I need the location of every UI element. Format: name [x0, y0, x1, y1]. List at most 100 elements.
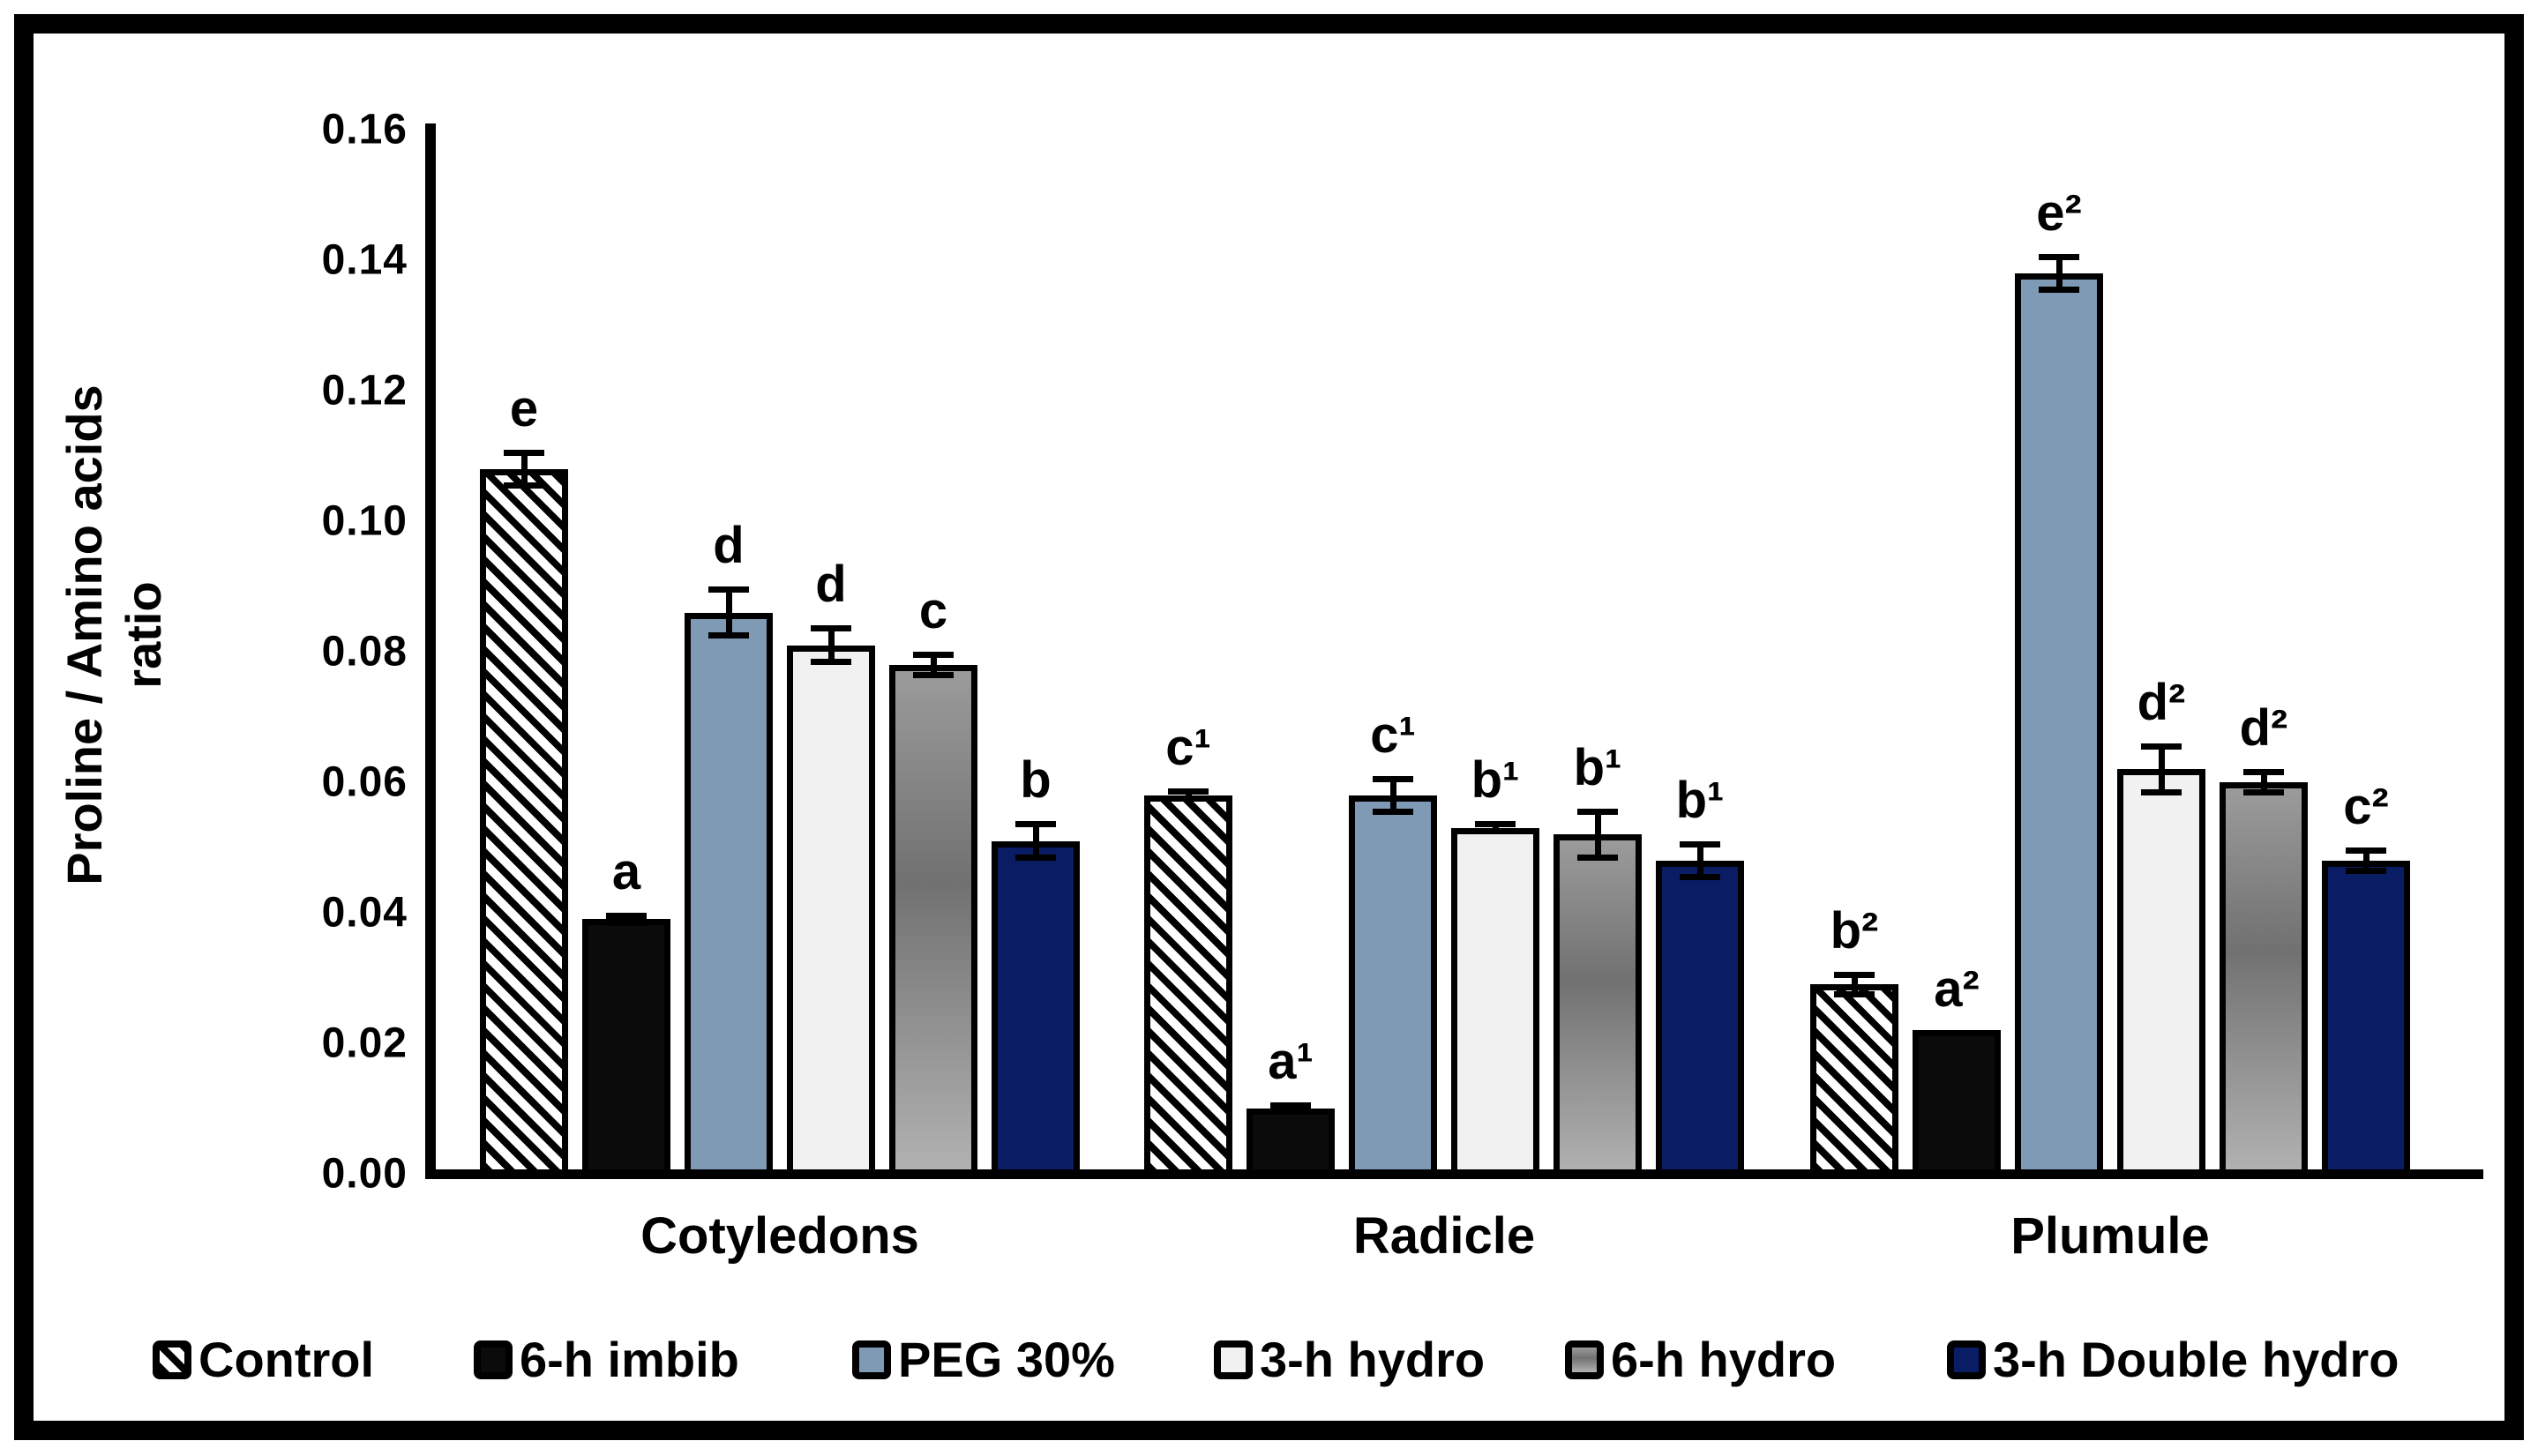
error-bar	[623, 913, 630, 926]
y-tick-label: 0.08	[321, 628, 408, 676]
significance-label: a¹	[1268, 1032, 1314, 1090]
error-bar-cap	[504, 449, 544, 456]
bar-6-h-imbib-plumule	[1913, 1030, 2001, 1179]
y-axis-title-line2: ratio	[116, 581, 172, 689]
error-bar-cap	[2346, 867, 2386, 874]
y-tick-label: 0.10	[321, 497, 408, 545]
significance-label: d	[713, 517, 745, 574]
error-bar	[1032, 821, 1039, 861]
significance-label: e²	[2036, 183, 2082, 242]
y-tick-label: 0.04	[321, 889, 408, 937]
error-bar-cap	[2243, 769, 2284, 776]
legend-swatch-icon	[852, 1340, 891, 1379]
significance-label: b¹	[1675, 771, 1725, 829]
error-bar-cap	[606, 919, 647, 926]
significance-label: c	[918, 582, 948, 639]
error-bar	[725, 586, 732, 639]
bar-control-radicle	[1144, 795, 1232, 1179]
legend-label: Control	[198, 1332, 375, 1387]
significance-label: d	[815, 556, 847, 614]
x-axis-line	[425, 1169, 2483, 1179]
error-bar	[1492, 821, 1499, 835]
error-bar-cap	[1680, 874, 1720, 880]
error-bar	[1851, 971, 1858, 998]
error-bar-cap	[1475, 828, 1516, 835]
error-bar-cap	[504, 482, 544, 489]
significance-label: c¹	[1370, 706, 1416, 764]
bar-6-h-imbib-cotyledons	[582, 919, 670, 1179]
y-tick-label: 0.00	[321, 1150, 408, 1198]
category-label-plumule: Plumule	[2010, 1207, 2210, 1265]
error-bar-cap	[2039, 253, 2079, 260]
bar-3-h-hydro-cotyledons	[787, 645, 875, 1179]
error-bar-cap	[1015, 854, 1056, 861]
legend-swatch-icon	[1947, 1340, 1986, 1379]
legend-label: 3-h Double hydro	[1993, 1332, 2399, 1387]
legend-label: 3-h hydro	[1260, 1332, 1486, 1387]
error-bar-cap	[606, 913, 647, 919]
error-bar-cap	[1834, 991, 1875, 998]
bar-6-h-hydro-radicle	[1553, 834, 1642, 1179]
legend-item-peg-30-: PEG 30%	[852, 1332, 1115, 1387]
y-tick-label: 0.12	[321, 367, 408, 414]
significance-label: b²	[1830, 901, 1879, 959]
y-tick-label: 0.14	[321, 236, 408, 284]
bar-peg-30--cotyledons	[685, 612, 773, 1179]
legend-label: PEG 30%	[898, 1332, 1115, 1387]
legend-swatch-icon	[153, 1340, 191, 1379]
legend-item-3-h-hydro: 3-h hydro	[1214, 1332, 1486, 1387]
significance-label: c¹	[1165, 719, 1211, 777]
significance-label: a²	[1934, 960, 1980, 1019]
bar-3-h-hydro-radicle	[1451, 827, 1539, 1179]
legend-label: 6-h hydro	[1611, 1332, 1837, 1387]
error-bar	[520, 449, 528, 489]
error-bar-cap	[1475, 821, 1516, 828]
bar-3-h-double-hydro-plumule	[2322, 860, 2410, 1179]
bar-6-h-imbib-radicle	[1247, 1109, 1335, 1179]
error-bar-cap	[913, 671, 954, 678]
bar-control-plumule	[1810, 984, 1898, 1179]
error-bar-cap	[1577, 808, 1618, 815]
y-tick-label: 0.02	[321, 1019, 408, 1067]
error-bar-cap	[1834, 971, 1875, 978]
y-axis-title-line1: Proline / Amino acids	[56, 385, 112, 885]
error-bar-cap	[2346, 847, 2386, 854]
error-bar-cap	[2141, 743, 2182, 750]
legend-item-3-h-double-hydro: 3-h Double hydro	[1947, 1332, 2399, 1387]
significance-label: a	[611, 843, 641, 900]
error-bar	[1594, 808, 1601, 861]
y-axis-line	[425, 123, 436, 1179]
legend-swatch-icon	[1565, 1340, 1604, 1379]
significance-label: d²	[2239, 699, 2288, 758]
error-bar	[2055, 253, 2063, 293]
error-bar-cap	[2243, 788, 2284, 795]
error-bar-cap	[1270, 1109, 1311, 1116]
error-bar-cap	[1577, 854, 1618, 861]
significance-label: d²	[2137, 673, 2186, 731]
bar-3-h-double-hydro-radicle	[1656, 860, 1744, 1179]
error-bar	[1389, 775, 1396, 815]
significance-label: c²	[2343, 778, 2389, 835]
legend-item-6-h-imbib: 6-h imbib	[474, 1332, 739, 1387]
error-bar	[930, 652, 937, 678]
significance-label: e	[509, 379, 539, 437]
error-bar-cap	[708, 586, 749, 593]
error-bar	[2260, 769, 2267, 795]
error-bar	[1696, 840, 1703, 880]
error-bar	[2362, 847, 2370, 874]
bar-control-cotyledons	[480, 468, 568, 1179]
category-label-radicle: Radicle	[1352, 1207, 1536, 1265]
error-bar	[1287, 1101, 1294, 1116]
error-bar-cap	[2141, 788, 2182, 795]
bar-3-h-double-hydro-cotyledons	[992, 840, 1080, 1179]
significance-label: b¹	[1573, 738, 1622, 796]
error-bar-cap	[1168, 788, 1209, 795]
legend-swatch-icon	[1214, 1340, 1253, 1379]
bar-6-h-hydro-cotyledons	[889, 664, 977, 1179]
bar-6-h-hydro-plumule	[2220, 782, 2308, 1179]
error-bar-cap	[1015, 821, 1056, 828]
legend-label: 6-h imbib	[520, 1332, 739, 1387]
y-tick-label: 0.06	[321, 758, 408, 806]
error-bar-cap	[913, 652, 954, 658]
